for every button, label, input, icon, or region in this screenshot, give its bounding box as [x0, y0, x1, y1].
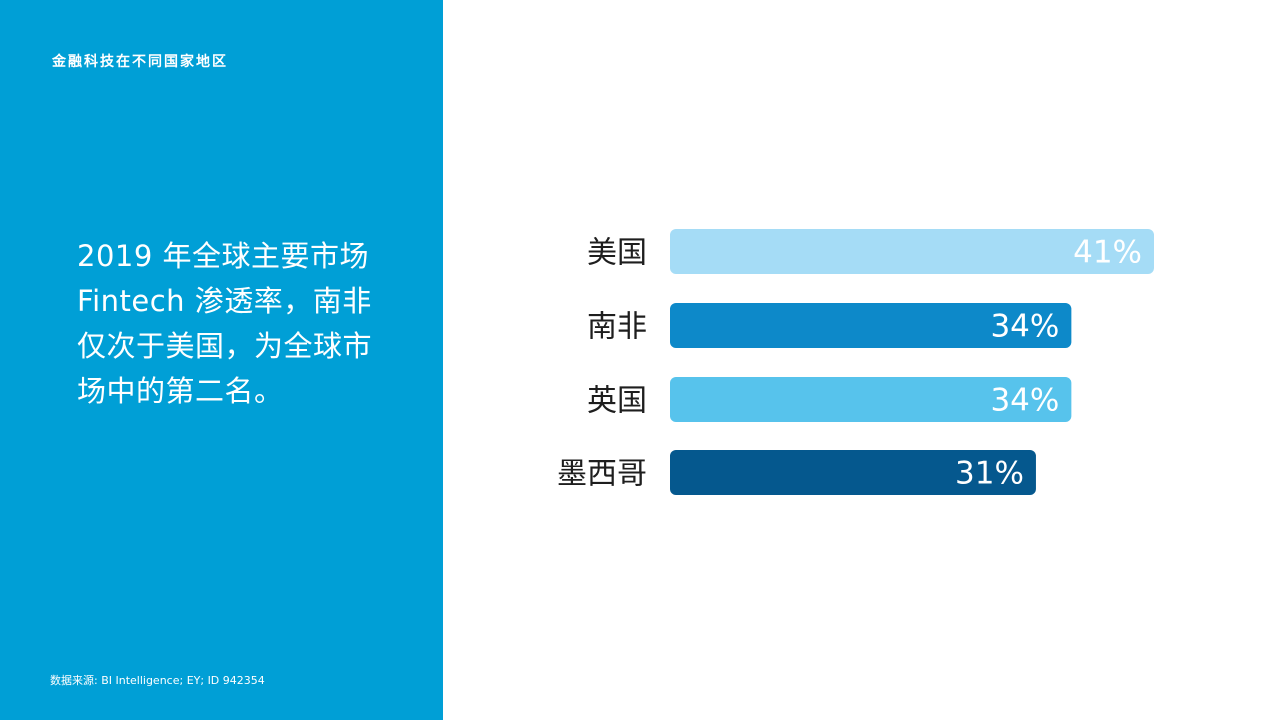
value-label-0: 41%	[1073, 235, 1142, 271]
section-label: 金融科技在不同国家地区	[52, 54, 228, 70]
category-label-0: 美国	[587, 236, 647, 271]
value-label-3: 31%	[955, 456, 1024, 492]
category-label-3: 墨西哥	[557, 457, 647, 492]
value-label-2: 34%	[990, 383, 1059, 419]
category-label-1: 南非	[587, 310, 647, 345]
bar-3	[670, 450, 1036, 495]
bar-0	[670, 229, 1154, 274]
bar-chart: 美国 41% 南非 34% 英国 34% 墨西哥 31%	[557, 229, 1154, 495]
value-label-1: 34%	[990, 309, 1059, 345]
headline: 2019 年全球主要市场 Fintech 渗透率，南非仅次于美国，为全球市场中的…	[77, 239, 373, 408]
bar-1	[670, 303, 1072, 348]
left-panel: 金融科技在不同国家地区 2019 年全球主要市场 Fintech 渗透率，南非仅…	[0, 0, 443, 720]
source-note: 数据来源: BI Intelligence; EY; ID 942354	[50, 674, 265, 687]
bar-2	[670, 377, 1072, 422]
category-label-2: 英国	[587, 384, 647, 419]
